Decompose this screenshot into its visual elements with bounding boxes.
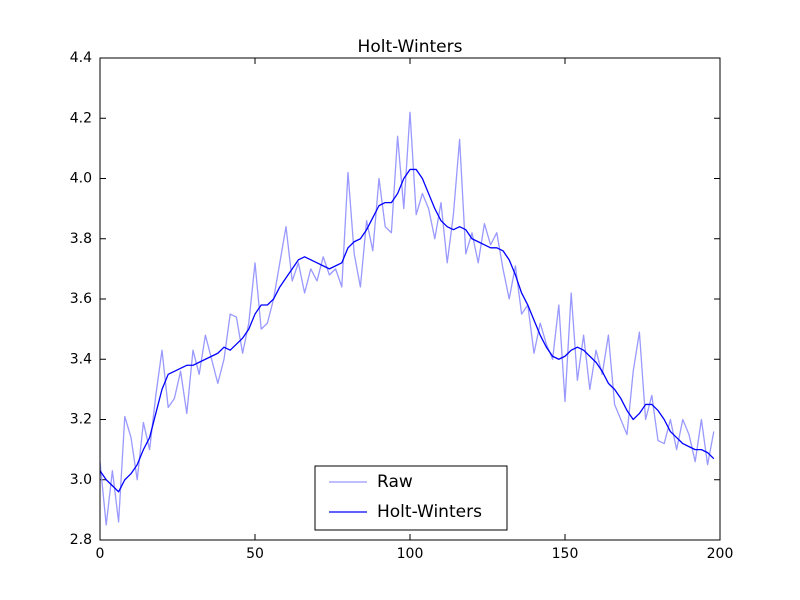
y-tick-label: 4.4 [70,50,92,66]
x-tick-label: 100 [397,546,424,562]
x-tick-label: 50 [246,546,264,562]
y-tick-label: 3.8 [70,231,92,247]
y-tick-label: 3.6 [70,291,92,307]
legend-label: Holt-Winters [377,502,482,522]
x-tick-label: 0 [96,546,105,562]
x-tick-label: 200 [707,546,734,562]
legend-box [314,465,508,531]
y-tick-label: 3.0 [70,472,92,488]
plot-frame [99,57,721,541]
y-tick-label: 3.2 [70,412,92,428]
legend-label: Raw [377,472,413,492]
y-tick-label: 4.2 [70,110,92,126]
y-tick-label: 2.8 [70,532,92,548]
y-tick-label: 3.4 [70,351,92,367]
chart-title: Holt-Winters [358,37,463,57]
series-line [99,111,715,526]
y-tick-label: 4.0 [70,171,92,187]
series-line [99,168,715,493]
x-tick-label: 150 [552,546,579,562]
